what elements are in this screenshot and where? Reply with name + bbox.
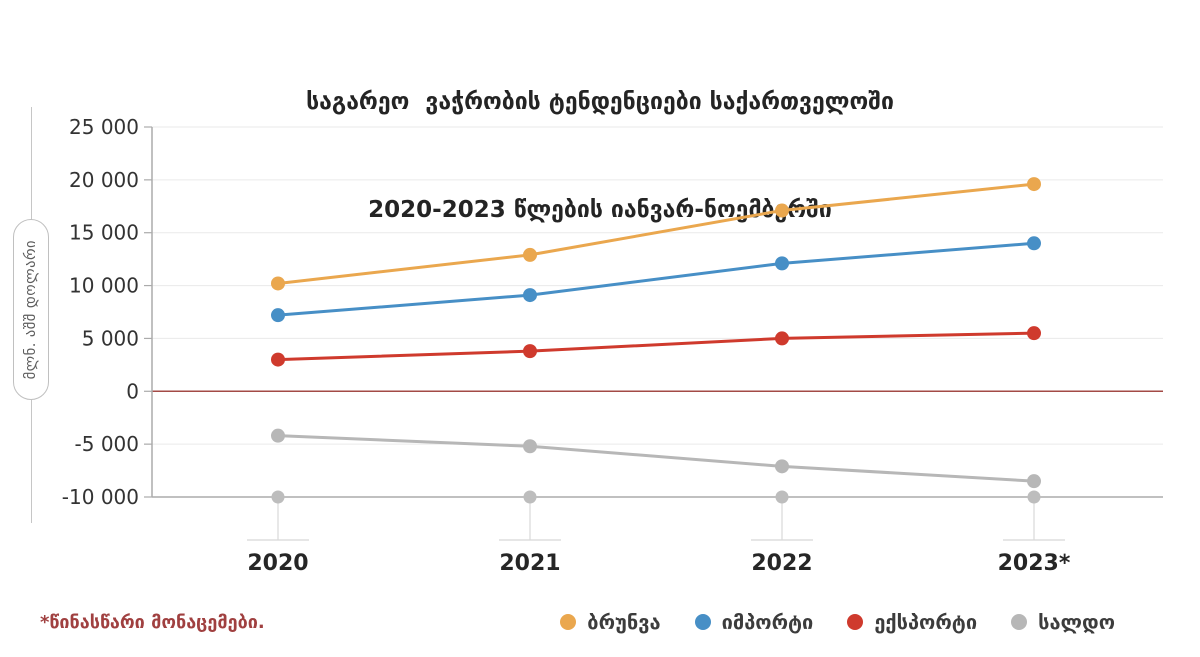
x-axis-dot-icon: [523, 490, 537, 504]
y-tick-label: 5 000: [82, 326, 139, 350]
series-line-2: [276, 331, 1036, 362]
y-tick-label: -10 000: [62, 485, 139, 509]
data-point-icon: [775, 331, 789, 346]
data-point-icon: [523, 247, 537, 262]
data-point-icon: [1027, 236, 1041, 251]
chart-title: საგარეო ვაჭრობის ტენდენციები საქართველოშ…: [0, 12, 1200, 300]
x-axis-label: 2023*: [998, 551, 1071, 576]
y-tick-label: 10 000: [69, 274, 139, 298]
legend-label-turnover: ბრუნვა: [587, 610, 661, 634]
data-point-icon: [271, 428, 285, 443]
legend-label-export: ექსპორტი: [874, 610, 978, 634]
import-marker-icon: [694, 614, 711, 630]
data-point-icon: [523, 439, 537, 454]
y-tick-label: -5 000: [75, 432, 139, 456]
x-axis-dot-icon: [1027, 490, 1041, 504]
data-point-icon: [775, 459, 789, 474]
y-axis-unit-pill: მლნ. აშშ დოლარი: [13, 219, 49, 400]
data-point-icon: [1027, 326, 1041, 341]
legend-item-turnover: ბრუნვა: [560, 610, 661, 634]
chart-svg: 25 000 20 000 15 000 10 000 5 000 0 -5 000 -10 …: [62, 115, 1163, 576]
legend-item-import: იმპორტი: [694, 610, 814, 634]
footnote: *წინასწარი მონაცემები.: [40, 612, 265, 633]
y-axis-unit-label: მლნ. აშშ დოლარი: [23, 239, 39, 380]
data-point-icon: [271, 352, 285, 367]
x-axis-dot-icon: [775, 490, 789, 504]
data-point-icon: [271, 308, 285, 323]
legend-item-export: ექსპორტი: [847, 610, 977, 634]
data-point-icon: [1027, 474, 1041, 489]
y-tick-label: 25 000: [69, 115, 139, 139]
series-line-1: [276, 241, 1036, 317]
data-point-icon: [523, 344, 537, 359]
data-point-icon: [775, 203, 789, 218]
x-axis-dot-icon: [271, 490, 285, 504]
y-tick-label: 15 000: [69, 221, 139, 245]
legend-item-balance: სალდო: [1011, 610, 1115, 634]
data-point-icon: [775, 256, 789, 271]
legend: ბრუნვა იმპორტი ექსპორტი სალდო: [560, 610, 1115, 634]
data-point-icon: [1027, 177, 1041, 192]
series-line-0: [276, 182, 1036, 285]
series-line-3: [276, 434, 1036, 483]
x-axis-label: 2022: [751, 551, 812, 576]
chart-title-line2: 2020-2023 წლების იანვარ-ნოემბერში: [368, 197, 832, 223]
balance-marker-icon: [1011, 614, 1028, 630]
turnover-marker-icon: [560, 614, 577, 630]
x-axis-label: 2020: [247, 551, 308, 576]
y-tick-label: 0: [126, 379, 139, 403]
legend-label-balance: სალდო: [1038, 610, 1115, 634]
x-axis-label: 2021: [499, 551, 560, 576]
data-point-icon: [523, 288, 537, 303]
y-tick-label: 20 000: [69, 168, 139, 192]
export-marker-icon: [847, 614, 864, 630]
legend-label-import: იმპორტი: [721, 610, 814, 634]
data-point-icon: [271, 276, 285, 291]
chart-title-line1: საგარეო ვაჭრობის ტენდენციები საქართველოშ…: [306, 89, 894, 115]
